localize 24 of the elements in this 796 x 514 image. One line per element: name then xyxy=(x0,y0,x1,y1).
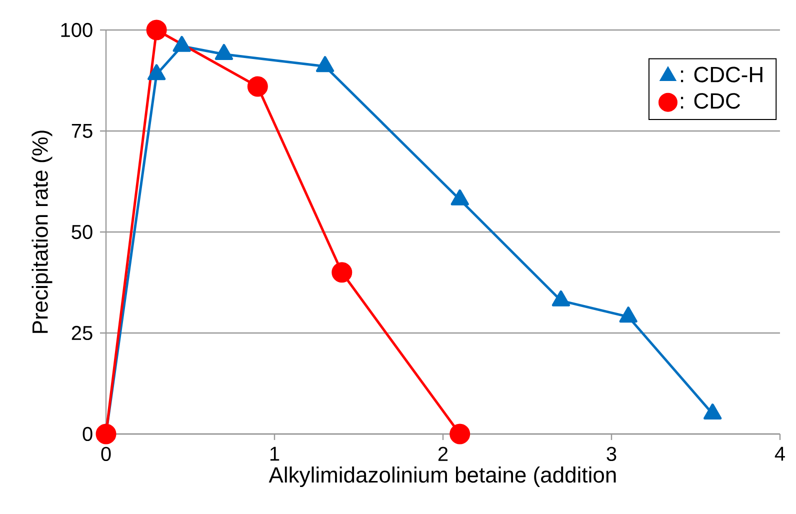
point xyxy=(450,189,469,206)
y-tick-label: 50 xyxy=(72,224,92,240)
point xyxy=(552,290,570,306)
legend-label: : CDC xyxy=(680,93,740,109)
y-tick-label: 25 xyxy=(72,326,92,340)
x-tick-label: 2 xyxy=(438,446,448,461)
point xyxy=(148,64,166,80)
x-axis-title: Alkylimidazolinium betaine (addition xyxy=(268,466,616,488)
y-tick-label: 75 xyxy=(72,124,92,138)
point xyxy=(96,424,116,444)
legend-label: : CDC-H xyxy=(680,66,762,82)
point xyxy=(450,424,470,444)
x-tick-label: 0 xyxy=(101,446,111,462)
point xyxy=(214,44,233,60)
y-tick-label: 100 xyxy=(61,22,92,38)
x-tick-label: 1 xyxy=(270,446,280,461)
x-tick-label: 3 xyxy=(606,446,616,462)
point xyxy=(704,404,722,420)
y-tick-label: 0 xyxy=(82,426,92,442)
y-axis-title: Precipitation rate (%) xyxy=(32,130,52,333)
point xyxy=(619,306,638,323)
point xyxy=(172,36,191,52)
x-tick-label: 4 xyxy=(774,446,785,461)
point xyxy=(316,56,334,72)
